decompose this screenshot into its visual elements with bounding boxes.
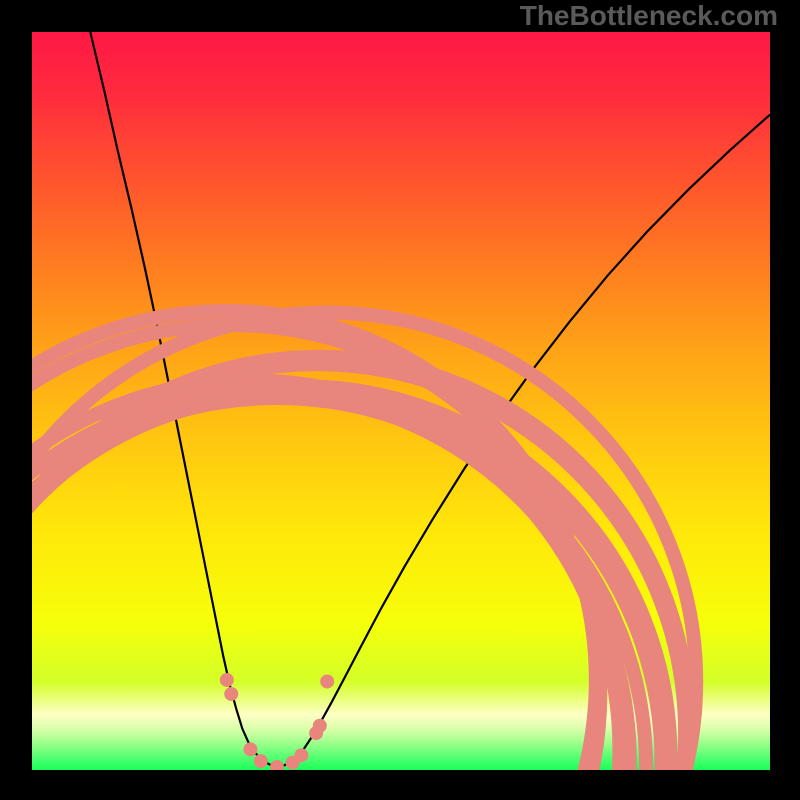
chart-root: TheBottleneck.com [0, 0, 800, 800]
plot-area [32, 32, 770, 770]
curve-layer [32, 32, 770, 770]
marker-group [220, 673, 334, 770]
watermark-text: TheBottleneck.com [520, 0, 778, 32]
marker-dot [320, 674, 334, 688]
